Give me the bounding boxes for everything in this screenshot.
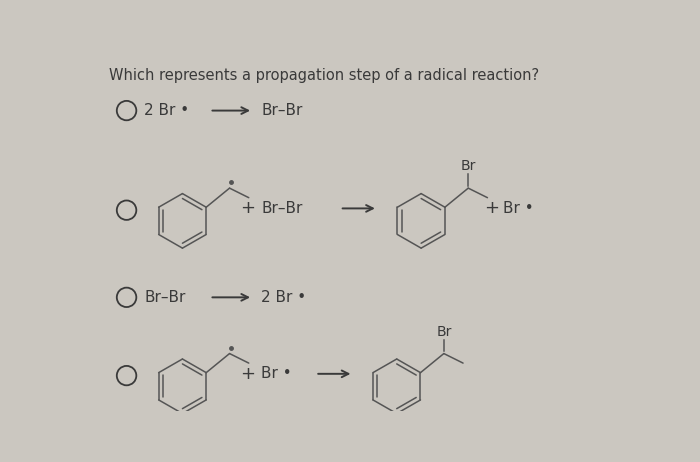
Text: Br: Br <box>461 159 476 173</box>
Text: Br–Br: Br–Br <box>261 201 302 216</box>
Text: Br–Br: Br–Br <box>144 290 186 305</box>
Text: +: + <box>240 365 255 383</box>
Text: Br •: Br • <box>261 366 292 381</box>
Text: 2 Br •: 2 Br • <box>261 290 306 305</box>
Text: +: + <box>240 200 255 218</box>
Text: 2 Br •: 2 Br • <box>144 103 190 118</box>
Text: Br–Br: Br–Br <box>261 103 302 118</box>
Text: +: + <box>484 200 499 218</box>
Text: Br •: Br • <box>503 201 533 216</box>
Text: Which represents a propagation step of a radical reaction?: Which represents a propagation step of a… <box>109 68 539 83</box>
Text: Br: Br <box>436 324 452 339</box>
